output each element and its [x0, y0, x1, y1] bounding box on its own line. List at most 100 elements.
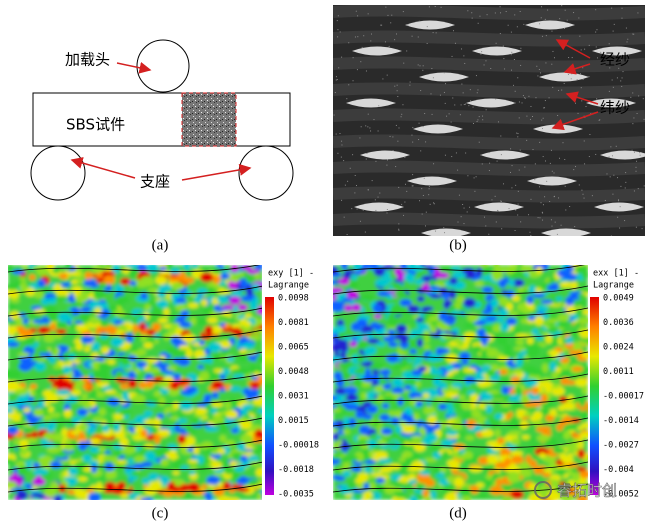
blob [131, 471, 142, 477]
blob [38, 455, 53, 464]
speckle [392, 150, 394, 152]
colorbar-tick-label: 0.0024 [603, 343, 634, 353]
speckle [425, 211, 427, 213]
speckle [612, 86, 614, 88]
speckle [444, 154, 446, 156]
blob [381, 474, 390, 479]
speckle [568, 57, 570, 59]
colorbar-tick-label: 0.0011 [603, 367, 634, 377]
blob [534, 315, 544, 326]
blob [345, 394, 359, 402]
blob [532, 293, 546, 298]
blob [157, 317, 169, 323]
blob [367, 338, 381, 344]
yarn-boundary [333, 285, 588, 295]
speckle [480, 53, 482, 55]
blob [552, 447, 565, 455]
speckle [439, 94, 441, 96]
blob [217, 295, 229, 304]
blob [342, 457, 349, 463]
blob [485, 474, 494, 480]
blob [231, 427, 239, 434]
blob [100, 320, 110, 328]
blob [41, 406, 50, 412]
blob [140, 292, 148, 300]
loading-head [136, 39, 190, 93]
blob [108, 330, 117, 335]
blob [463, 297, 476, 308]
speckle [621, 106, 623, 108]
speckle [337, 15, 339, 17]
blob [172, 470, 180, 476]
speckle [625, 172, 627, 174]
blob [51, 433, 65, 442]
speckle [339, 31, 341, 33]
speckle [566, 19, 568, 21]
blob [206, 317, 218, 324]
blob [565, 336, 573, 345]
blob [222, 459, 230, 470]
blob [362, 414, 373, 420]
blob [351, 303, 362, 312]
speckle [514, 230, 516, 232]
speckle [402, 11, 404, 13]
blob [247, 269, 260, 275]
speckle [411, 134, 413, 136]
blob [364, 490, 373, 499]
blob [117, 481, 126, 490]
blob [384, 484, 396, 495]
speckle [541, 119, 543, 121]
blob [151, 305, 161, 312]
speckle [394, 85, 396, 87]
blob [79, 307, 87, 313]
speckle [520, 64, 522, 66]
speckle [595, 9, 597, 11]
speckle [419, 200, 421, 202]
blob [494, 413, 504, 420]
speckle [510, 148, 512, 150]
blob [475, 482, 485, 488]
blob [173, 458, 184, 465]
speckle [569, 206, 571, 208]
blob [548, 326, 558, 334]
blob [81, 392, 88, 400]
blob [432, 377, 442, 387]
blob [53, 364, 62, 370]
speckle [497, 210, 499, 212]
blob [48, 412, 61, 418]
blob [98, 446, 106, 453]
speckle [553, 172, 555, 174]
yarn-boundary [333, 439, 588, 449]
speckle [418, 139, 420, 141]
blob [366, 404, 378, 414]
blob [397, 396, 404, 407]
blob [236, 328, 244, 338]
blob [243, 320, 252, 328]
blob [526, 368, 534, 375]
yarn-boundary [8, 483, 262, 493]
speckle [534, 179, 536, 181]
speckle [581, 189, 583, 191]
colorbar-tick-label: -0.0052 [603, 490, 639, 500]
blob [91, 265, 104, 274]
blob [524, 378, 538, 387]
resin-pocket [407, 176, 457, 186]
speckle [517, 136, 519, 138]
blob [144, 303, 152, 312]
speckle [356, 185, 358, 187]
watermark-text: 睿拓时创 [557, 482, 617, 500]
speckle [639, 154, 641, 156]
speckle [412, 141, 414, 143]
speckle [463, 55, 465, 57]
speckle [469, 206, 471, 208]
speckle [451, 55, 453, 57]
blob [509, 416, 517, 422]
speckle [633, 151, 635, 153]
speckle [508, 208, 510, 210]
blob [402, 451, 413, 458]
speckle [396, 90, 398, 92]
speckle [579, 35, 581, 37]
blob [62, 365, 72, 374]
speckle [500, 12, 502, 14]
